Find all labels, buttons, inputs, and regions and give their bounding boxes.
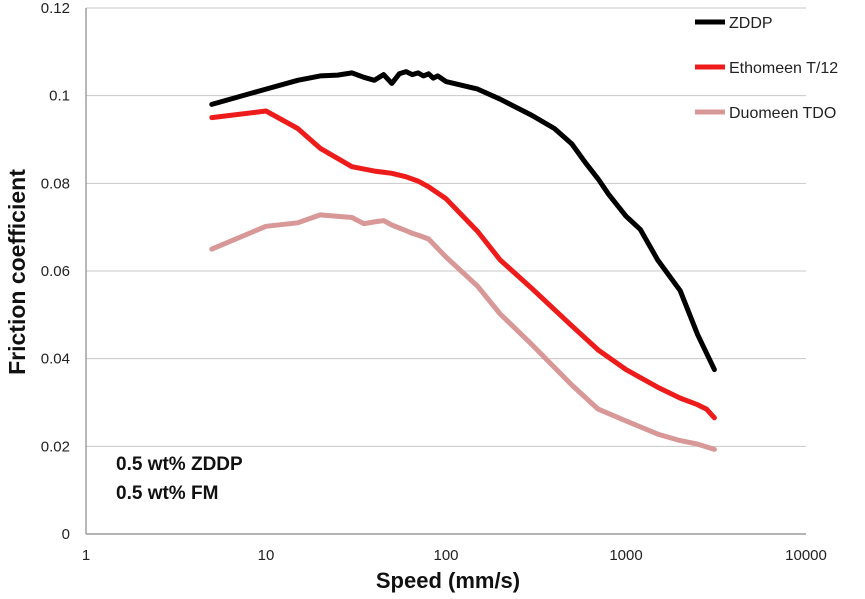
x-axis-title: Speed (mm/s) [376,568,520,593]
series-line-ethomeen [209,108,717,421]
y-tick-label: 0.12 [41,0,70,17]
series-line-zddp [209,69,717,373]
y-tick-label: 0.06 [41,263,70,280]
y-tick-label: 0 [62,526,70,543]
legend-label-zddp: ZDDP [729,15,773,32]
annotation-fm-concentration: 0.5 wt% FM [116,483,218,504]
x-tick-label: 10000 [785,547,827,564]
gridlines [86,7,806,447]
x-tick-label: 10 [258,547,275,564]
x-tick-labels: 1 10 100 1000 10000 [82,547,827,564]
legend-label-duomeen: Duomeen TDO [729,105,836,122]
y-tick-labels: 0 0.02 0.04 0.06 0.08 0.1 0.12 [41,0,70,543]
axes [85,8,806,535]
annotation-zddp-concentration: 0.5 wt% ZDDP [116,454,243,475]
legend-label-ethomeen: Ethomeen T/12 [729,60,838,77]
series-lines [209,69,717,452]
series-line-duomeen [209,212,717,452]
y-tick-label: 0.04 [41,351,70,368]
y-axis-title: Friction coefficient [4,169,30,375]
y-tick-label: 0.1 [49,88,70,105]
y-tick-label: 0.08 [41,175,70,192]
annotations: 0.5 wt% ZDDP 0.5 wt% FM [116,454,243,504]
x-tick-label: 100 [433,547,458,564]
y-tick-label: 0.02 [41,438,70,455]
x-tick-label: 1000 [609,547,642,564]
x-tick-label: 1 [82,547,90,564]
legend: ZDDP Ethomeen T/12 Duomeen TDO [695,15,838,122]
